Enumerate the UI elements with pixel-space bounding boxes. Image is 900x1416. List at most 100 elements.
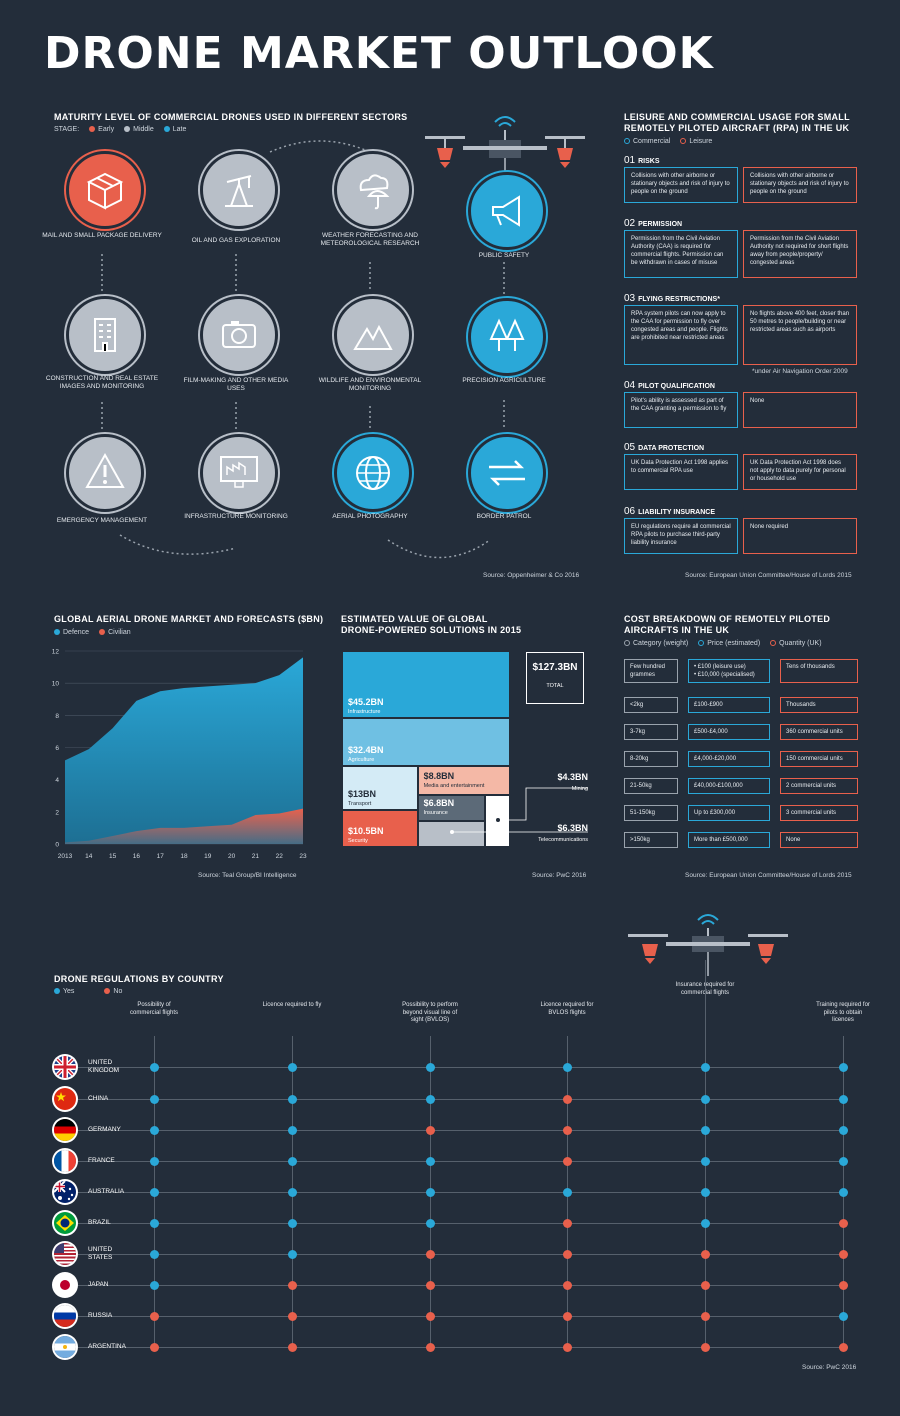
arrows-icon [489,460,525,486]
yes-dot [288,1157,297,1166]
yes-dot [288,1063,297,1072]
no-dot [288,1281,297,1290]
country-name: RUSSIA [88,1312,113,1319]
country-name: GERMANY [88,1126,121,1133]
cost-price-cell: £40,000-£100,000 [688,778,770,794]
legend-yes: Yes [54,988,74,995]
yes-dot [701,1219,710,1228]
treemap-cell: $8.8BN Media and entertainment [417,766,510,795]
yes-dot [150,1250,159,1259]
drone-icon [425,116,585,178]
treemap-label: Media and entertainment [423,783,485,790]
yes-dot [288,1095,297,1104]
yes-dot [839,1063,848,1072]
cost-quantity-cell: 150 commercial units [780,751,858,767]
cost-category-cell: Few hundred grammes [624,659,678,683]
regulation-row-line [78,1067,843,1068]
rpa-title: LEISURE AND COMMERCIAL USAGE FOR SMALL RE… [624,112,850,133]
sector-construction [66,296,144,374]
weather-icon [359,174,390,210]
defence-area [65,657,303,844]
sector-label-border: BORDER PATROL [476,513,532,520]
monitor-icon [220,456,258,488]
sector-label-aerial: AERIAL PHOTOGRAPHY [332,513,408,520]
y-tick-label: 12 [52,649,60,656]
sector-oil-gas [200,151,278,229]
regulation-row-line [78,1347,843,1348]
y-tick-label: 6 [55,745,59,752]
legend-civilian: Civilian [99,629,131,636]
yes-dot [426,1188,435,1197]
x-tick-label: 23 [299,853,307,860]
treemap-value: $13BN [348,789,377,800]
yes-dot [701,1095,710,1104]
treemap-cell [417,821,485,847]
y-tick-label: 10 [52,681,60,688]
cost-quantity-cell: 360 commercial units [780,724,858,740]
yes-dot [426,1063,435,1072]
yes-dot [426,1157,435,1166]
legend-quantity: Quantity (UK) [770,640,822,647]
yes-dot [150,1188,159,1197]
x-tick-label: 14 [85,853,93,860]
market-source: Source: Teal Group/BI Intelligence [198,872,297,879]
yes-dot [288,1250,297,1259]
country-name: FRANCE [88,1157,115,1164]
cost-category-cell: <2kg [624,697,678,713]
x-tick-label: 20 [228,853,236,860]
sector-border-patrol [468,434,546,512]
no-dot [150,1343,159,1352]
no-dot [563,1250,572,1259]
treemap-cell [484,794,510,847]
no-dot [839,1281,848,1290]
x-tick-label: 15 [109,853,117,860]
regulation-column-header: Licence required to fly [262,1002,322,1008]
rpa-commercial-box: Pilot's ability is assessed as part of t… [624,392,738,428]
legend-commercial: Commercial [624,138,670,145]
sector-infrastructure [200,434,278,512]
cost-price-cell: More than £500,000 [688,832,770,848]
regulations-source: Source: PwC 2016 [802,1364,857,1371]
yes-dot [839,1188,848,1197]
treemap-cell: $6.8BN Insurance [417,794,485,822]
rpa-leisure-box: Collisions with other airborne or statio… [743,167,857,203]
china-flag-icon [54,1088,76,1110]
treemap-value: $45.2BN [348,697,384,708]
regulation-row-line [78,1099,843,1100]
yes-dot [150,1219,159,1228]
camera-icon [222,321,256,348]
yes-dot [288,1219,297,1228]
regulation-column-header: Training required for pilots to obtain l… [816,1002,870,1023]
no-dot [701,1281,710,1290]
rpa-row-title: 06 LIABILITY INSURANCE [624,506,715,517]
yes-dot [701,1063,710,1072]
yes-dot [563,1063,572,1072]
legend-early: Early [89,126,114,133]
treemap-cell: $32.4BN Agriculture [342,718,510,767]
treemap-cell: $45.2BN Infrastructure [342,651,510,719]
yes-dot [701,1126,710,1135]
market-title: GLOBAL AERIAL DRONE MARKET AND FORECASTS… [54,614,324,624]
rpa-leisure-box: Permission from the Civil Aviation Autho… [743,230,857,278]
regulation-row-line [78,1285,843,1286]
market-legend: Defence Civilian [54,629,131,636]
rpa-row-title: 05 DATA PROTECTION [624,442,705,453]
no-dot [563,1126,572,1135]
rpa-source: Source: European Union Committee/House o… [685,572,852,579]
trees-icon [489,318,525,351]
x-tick-label: 16 [133,853,141,860]
brazil-flag-icon [54,1212,76,1234]
rpa-leisure-box: None required [743,518,857,554]
treemap-label: Insurance [423,809,448,816]
no-dot [563,1312,572,1321]
legend-leisure: Leisure [680,138,712,145]
legend-middle: Middle [124,126,154,133]
rpa-footnote: *under Air Navigation Order 2009 [752,368,848,375]
regulation-row-line [78,1130,843,1131]
market-area-chart: 0 2 4 6 8 10 12 2013 14 15 16 17 18 19 20 21 22 23 [52,649,307,861]
y-tick-label: 0 [55,842,59,849]
rpa-leisure-box: None [743,392,857,428]
maturity-source: Source: Oppenheimer & Co 2016 [483,572,580,579]
yes-dot [150,1281,159,1290]
legend-price: Price (estimated) [698,640,760,647]
